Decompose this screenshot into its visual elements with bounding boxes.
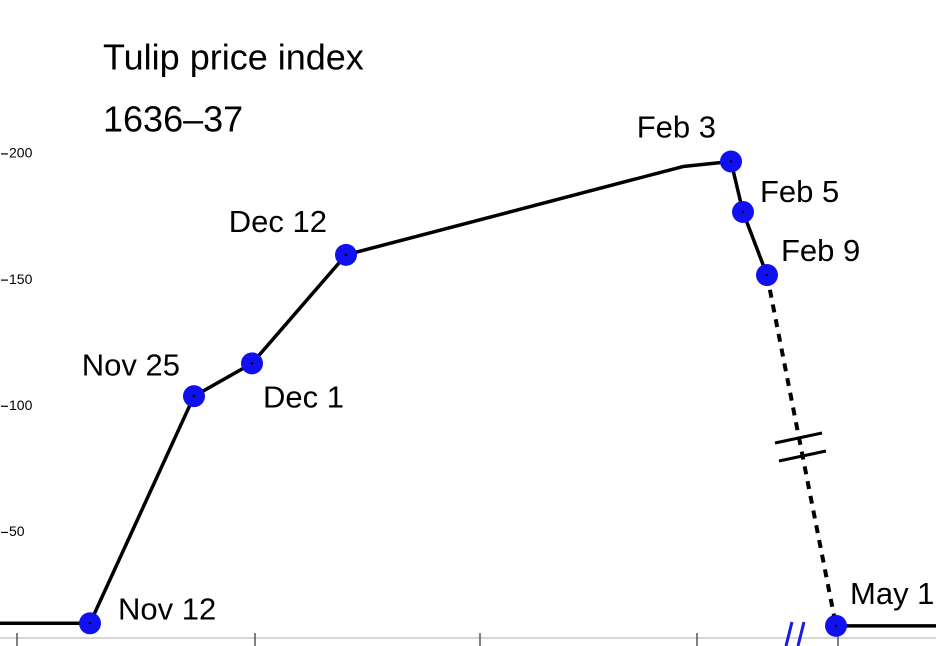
marker-dot — [250, 362, 254, 365]
point-label: Feb 5 — [760, 174, 839, 209]
marker-dot — [344, 253, 348, 257]
chart-subtitle: 1636–37 — [103, 99, 243, 140]
point-label: Dec 12 — [229, 204, 327, 239]
marker-dot — [88, 622, 92, 625]
y-tick-label: 200 — [9, 145, 33, 161]
point-label: Feb 3 — [637, 110, 716, 145]
chart-title: Tulip price index — [103, 37, 364, 78]
y-tick-label: 150 — [9, 271, 33, 287]
marker-dot — [765, 273, 769, 277]
point-label: Nov 25 — [82, 347, 180, 382]
x-axis-ticks — [16, 633, 839, 646]
marker-dot — [834, 624, 838, 628]
point-label: Dec 1 — [263, 380, 344, 415]
point-label: May 1 — [850, 576, 934, 611]
y-tick-label: 50 — [9, 523, 25, 539]
marker-dot — [729, 160, 733, 163]
point-label: Feb 9 — [781, 233, 860, 268]
marker-dot — [192, 394, 196, 398]
marker-dot — [741, 210, 745, 214]
axis-break — [784, 621, 806, 646]
point-label: Nov 12 — [118, 591, 216, 626]
y-tick-label: 100 — [9, 397, 33, 413]
